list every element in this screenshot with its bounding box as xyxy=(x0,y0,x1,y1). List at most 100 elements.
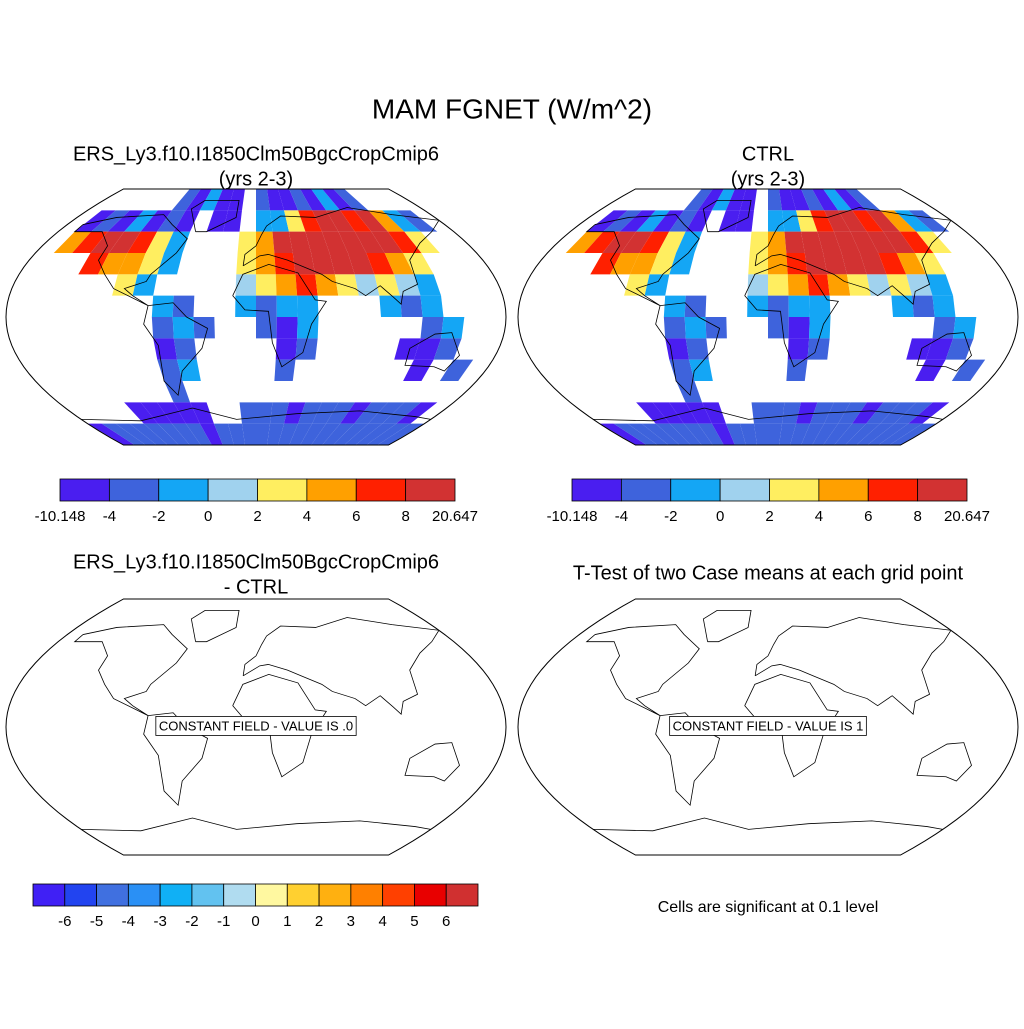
grid-cell xyxy=(278,423,299,445)
grid-cell xyxy=(916,231,952,253)
grid-cell xyxy=(338,231,367,253)
colorbar-label: -4 xyxy=(615,508,628,525)
grid-cell xyxy=(945,338,974,360)
grid-cell xyxy=(235,295,256,317)
grid-cell xyxy=(237,231,256,253)
map-outline xyxy=(5,598,507,856)
grid-cell xyxy=(172,295,195,317)
colorbar-box xyxy=(917,478,968,502)
grid-cell xyxy=(433,338,462,360)
colorbar-label: 5 xyxy=(410,913,418,930)
colorbar-label: 2 xyxy=(765,508,773,525)
grid-cell xyxy=(697,189,724,211)
grid-cell xyxy=(151,317,174,339)
grid-cell xyxy=(800,231,824,253)
grid-cell xyxy=(782,402,801,424)
grid-cell xyxy=(256,189,271,211)
grid-cell xyxy=(213,423,234,445)
colorbar-box xyxy=(32,883,66,907)
colorbar-box xyxy=(127,883,161,907)
grid-cell xyxy=(801,189,825,211)
grid-cell xyxy=(852,210,884,232)
colorbar-box xyxy=(223,883,256,907)
colorbar-label: -10.148 xyxy=(35,508,86,525)
grid-cell xyxy=(906,274,933,296)
grid-cell xyxy=(164,231,191,253)
grid-cell xyxy=(880,210,917,232)
colorbar-label: 4 xyxy=(303,508,311,525)
grid-cell xyxy=(276,295,298,317)
grid-cell xyxy=(809,295,831,317)
grid-cell xyxy=(298,210,322,232)
grid-cell xyxy=(289,423,313,445)
grid-cell xyxy=(227,423,245,445)
grid-cell xyxy=(193,317,215,339)
grid-cell xyxy=(267,189,285,211)
colorbar-label: 20.647 xyxy=(944,508,990,525)
colorbar-box xyxy=(571,478,622,502)
coastline xyxy=(655,302,721,397)
colorbar-box xyxy=(414,883,447,907)
grid-cell xyxy=(669,210,698,232)
grid-cell xyxy=(368,402,405,424)
grid-cell xyxy=(108,231,141,253)
grid-cell xyxy=(779,189,797,211)
grid-cell xyxy=(172,317,195,339)
coastline xyxy=(190,609,240,643)
coastline xyxy=(585,624,700,716)
grid-cell xyxy=(334,274,359,296)
grid-cell xyxy=(199,423,223,445)
grid-cell xyxy=(382,210,421,232)
grid-cell xyxy=(355,423,397,445)
coastline xyxy=(81,407,431,422)
grid-cell xyxy=(739,189,757,211)
grid-cell xyxy=(711,423,735,445)
colorbar-box xyxy=(350,883,384,907)
grid-cell xyxy=(151,295,174,317)
colorbar-label: -4 xyxy=(103,508,116,525)
coastline xyxy=(593,817,943,832)
grid-cell xyxy=(312,402,339,424)
grid-cell xyxy=(275,338,298,360)
grid-cell xyxy=(665,338,690,360)
colorbar-box xyxy=(355,478,407,502)
grid-cell xyxy=(644,274,670,296)
grid-cell xyxy=(326,210,355,232)
constant-field-label: CONSTANT FIELD - VALUE IS 1 xyxy=(673,718,864,733)
grid-cell xyxy=(619,210,656,232)
grid-cell xyxy=(880,402,917,424)
grid-cell xyxy=(685,402,712,424)
grid-cell xyxy=(344,423,383,445)
grid-cell xyxy=(276,317,298,339)
grid-cell xyxy=(157,423,190,445)
grid-cell xyxy=(239,402,256,424)
grid-cell xyxy=(297,317,319,339)
footnote: Cells are significant at 0.1 level xyxy=(658,899,879,916)
grid-cell xyxy=(683,189,713,211)
grid-cell xyxy=(827,274,851,296)
grid-cell xyxy=(908,402,950,424)
grid-cell xyxy=(241,423,256,445)
colorbar-label: -5 xyxy=(90,913,103,930)
grid-cell xyxy=(787,338,810,360)
grid-cell xyxy=(663,317,686,339)
grid-cell xyxy=(932,317,956,339)
grid-cell xyxy=(584,231,620,253)
colorbar-label: 3 xyxy=(347,913,355,930)
grid-cell xyxy=(786,253,808,275)
colorbar-label: 8 xyxy=(401,508,409,525)
colorbar-label: 6 xyxy=(442,913,450,930)
grid-cell xyxy=(669,423,702,445)
grid-cell xyxy=(823,253,847,275)
grid-cell xyxy=(127,231,158,253)
grid-cell xyxy=(768,274,789,296)
colorbar-box xyxy=(96,883,129,907)
grid-cell xyxy=(838,402,867,424)
grid-cell xyxy=(354,402,388,424)
grid-cell xyxy=(620,231,653,253)
grid-cell xyxy=(685,338,709,360)
colorbar-box xyxy=(306,478,357,502)
grid-cell xyxy=(812,423,839,445)
grid-cell xyxy=(911,295,935,317)
grid-cell xyxy=(72,231,108,253)
